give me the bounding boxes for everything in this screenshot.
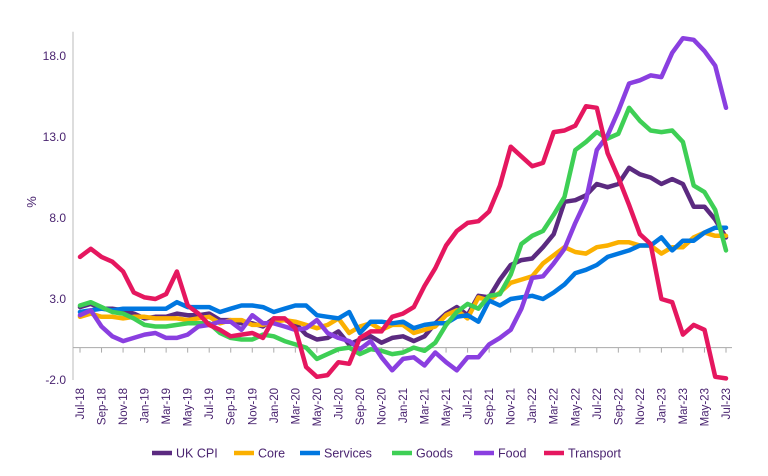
y-axis-label: % (24, 196, 39, 208)
x-tick-label: May-23 (699, 388, 711, 426)
x-tick-label: Sep-20 (355, 388, 367, 425)
legend-label: Transport (568, 447, 622, 461)
series-line-transport (77, 103, 729, 381)
legend-item: UK CPI (152, 447, 218, 461)
x-tick-label: Mar-21 (420, 388, 432, 424)
series-line-core (77, 230, 729, 336)
y-tick-label: 13.0 (43, 130, 67, 144)
legend-label: Services (324, 447, 372, 461)
legend-item: Goods (392, 447, 453, 461)
series-line-food (77, 35, 729, 373)
x-tick-label: Jan-19 (140, 388, 152, 423)
series-line-goods (77, 105, 729, 362)
x-tick-label: Nov-19 (247, 388, 259, 425)
x-tick-label: Nov-18 (118, 388, 130, 425)
x-tick-label: Mar-23 (678, 388, 690, 424)
x-tick-label: Jan-21 (398, 388, 410, 423)
legend-item: Food (474, 447, 527, 461)
x-tick-label: Mar-20 (290, 388, 302, 424)
x-tick-label: Jul-23 (721, 388, 733, 419)
x-tick-label: Jan-20 (269, 388, 281, 423)
legend-label: UK CPI (176, 447, 218, 461)
legend-item: Transport (544, 447, 622, 461)
x-tick-label: Sep-21 (484, 388, 496, 425)
x-tick-label: Nov-20 (376, 388, 388, 425)
x-tick-label: Jul-22 (592, 388, 604, 419)
x-tick-label: May-22 (570, 388, 582, 426)
x-tick-label: Sep-18 (97, 388, 109, 425)
x-tick-label: May-19 (183, 388, 195, 426)
x-tick-label: Sep-19 (226, 388, 238, 425)
x-tick-label: Nov-21 (506, 388, 518, 425)
x-tick-label: Jan-23 (656, 388, 668, 423)
y-tick-label: 8.0 (49, 211, 66, 225)
legend-label: Goods (416, 447, 453, 461)
legend-label: Food (498, 447, 527, 461)
legend-item: Services (300, 447, 372, 461)
legend-item: Core (234, 447, 285, 461)
y-tick-label: 18.0 (43, 49, 67, 63)
x-tick-label: Sep-22 (613, 388, 625, 425)
x-tick-label: Jul-21 (463, 388, 475, 419)
x-tick-label: Jul-20 (333, 388, 345, 419)
x-tick-label: Jul-19 (204, 388, 216, 419)
series-line-uk-cpi (77, 165, 729, 347)
x-tick-label: Mar-22 (549, 388, 561, 424)
x-tick-label: May-20 (312, 388, 324, 426)
x-tick-label: Nov-22 (635, 388, 647, 425)
legend-label: Core (258, 447, 285, 461)
x-tick-label: Jan-22 (527, 388, 539, 423)
x-tick-label: Mar-19 (161, 388, 173, 424)
x-tick-label: May-21 (441, 388, 453, 426)
y-tick-label: 3.0 (49, 292, 66, 306)
y-tick-label: -2.0 (45, 373, 66, 387)
x-tick-label: Jul-18 (75, 388, 87, 419)
